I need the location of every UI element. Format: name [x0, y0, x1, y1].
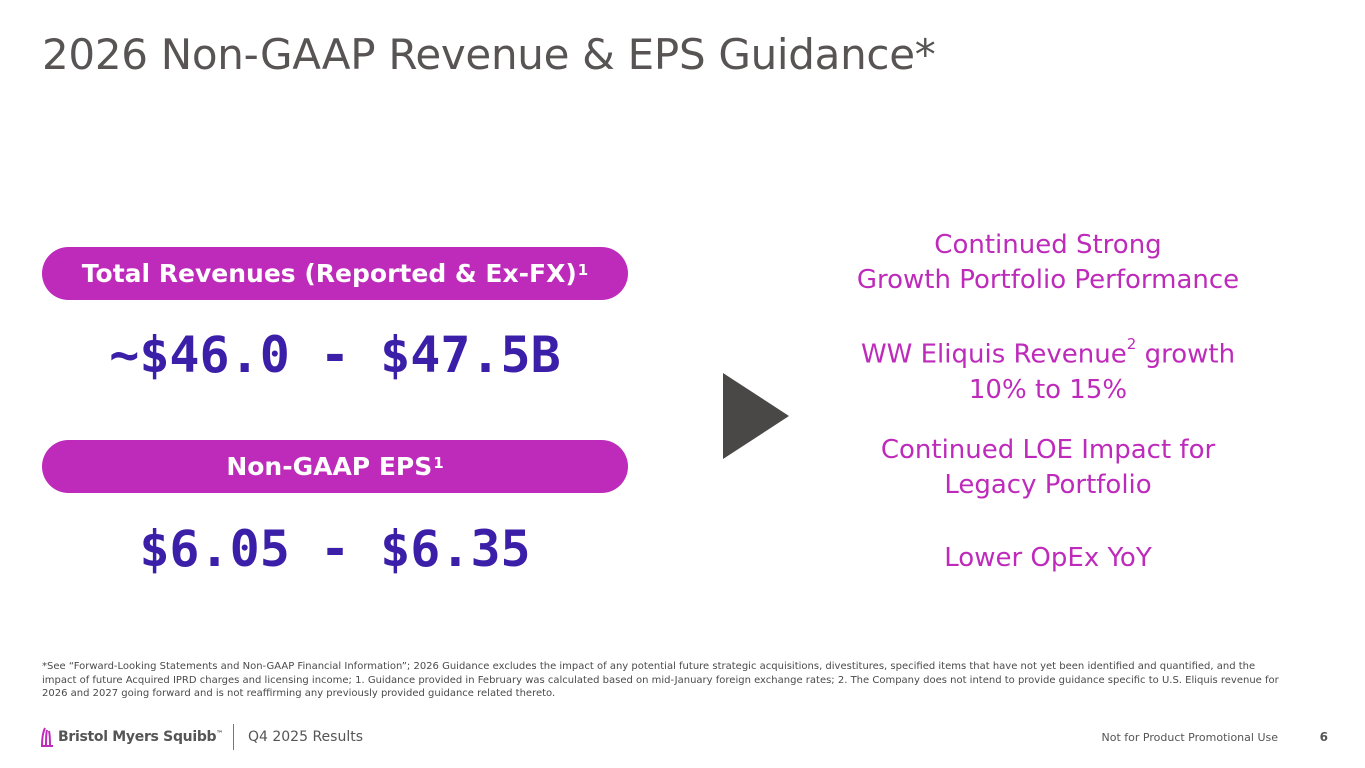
highlight-lower-opex: Lower OpEx YoY	[800, 541, 1296, 576]
page-title: 2026 Non-GAAP Revenue & EPS Guidance*	[42, 30, 936, 79]
page-number: 6	[1319, 730, 1328, 744]
eps-guidance-value: $6.05 - $6.35	[139, 520, 531, 578]
highlight-line: WW Eliquis Revenue2 growth	[800, 331, 1296, 373]
revenue-label-text: Total Revenues (Reported & Ex-FX)	[81, 259, 577, 288]
highlight-line: Legacy Portfolio	[944, 470, 1152, 500]
highlight-loe-impact: Continued LOE Impact for Legacy Portfoli…	[800, 433, 1296, 503]
highlight-line: Growth Portfolio Performance	[856, 265, 1240, 295]
highlight-growth-portfolio: Continued Strong Growth Portfolio Perfor…	[800, 228, 1296, 298]
highlight-line: 10% to 15%	[968, 374, 1128, 405]
footnote-text: *See “Forward-Looking Statements and Non…	[42, 661, 1279, 699]
bms-logo-mark-icon	[41, 727, 53, 747]
highlight-footnote-mark: 2	[1126, 335, 1137, 353]
eps-label-pill: Non-GAAP EPS 1	[42, 440, 628, 493]
highlight-line: Continued LOE Impact for	[880, 435, 1216, 465]
company-logo: Bristol Myers Squibb™ Q4 2025 Results	[40, 724, 363, 750]
report-period: Q4 2025 Results	[247, 729, 363, 745]
footer-divider	[232, 724, 234, 750]
play-arrow-icon	[723, 373, 789, 459]
eps-label-text: Non-GAAP EPS	[226, 452, 433, 481]
highlight-line: Lower OpEx YoY	[944, 543, 1152, 573]
highlight-eliquis-growth: WW Eliquis Revenue2 growth 10% to 15%	[800, 331, 1296, 408]
highlight-text: growth	[1136, 339, 1236, 370]
revenue-label-pill: Total Revenues (Reported & Ex-FX) 1	[42, 247, 628, 300]
logo-wordmark: Bristol Myers Squibb™	[58, 729, 223, 745]
eps-label-footnote-mark: 1	[433, 453, 444, 472]
highlight-text: WW Eliquis Revenue	[860, 339, 1127, 370]
revenue-guidance-value: ~$46.0 - $47.5B	[109, 326, 561, 384]
revenue-label-footnote-mark: 1	[577, 260, 589, 279]
promotional-disclaimer: Not for Product Promotional Use	[1101, 731, 1278, 744]
highlight-line: Continued Strong	[934, 230, 1162, 260]
